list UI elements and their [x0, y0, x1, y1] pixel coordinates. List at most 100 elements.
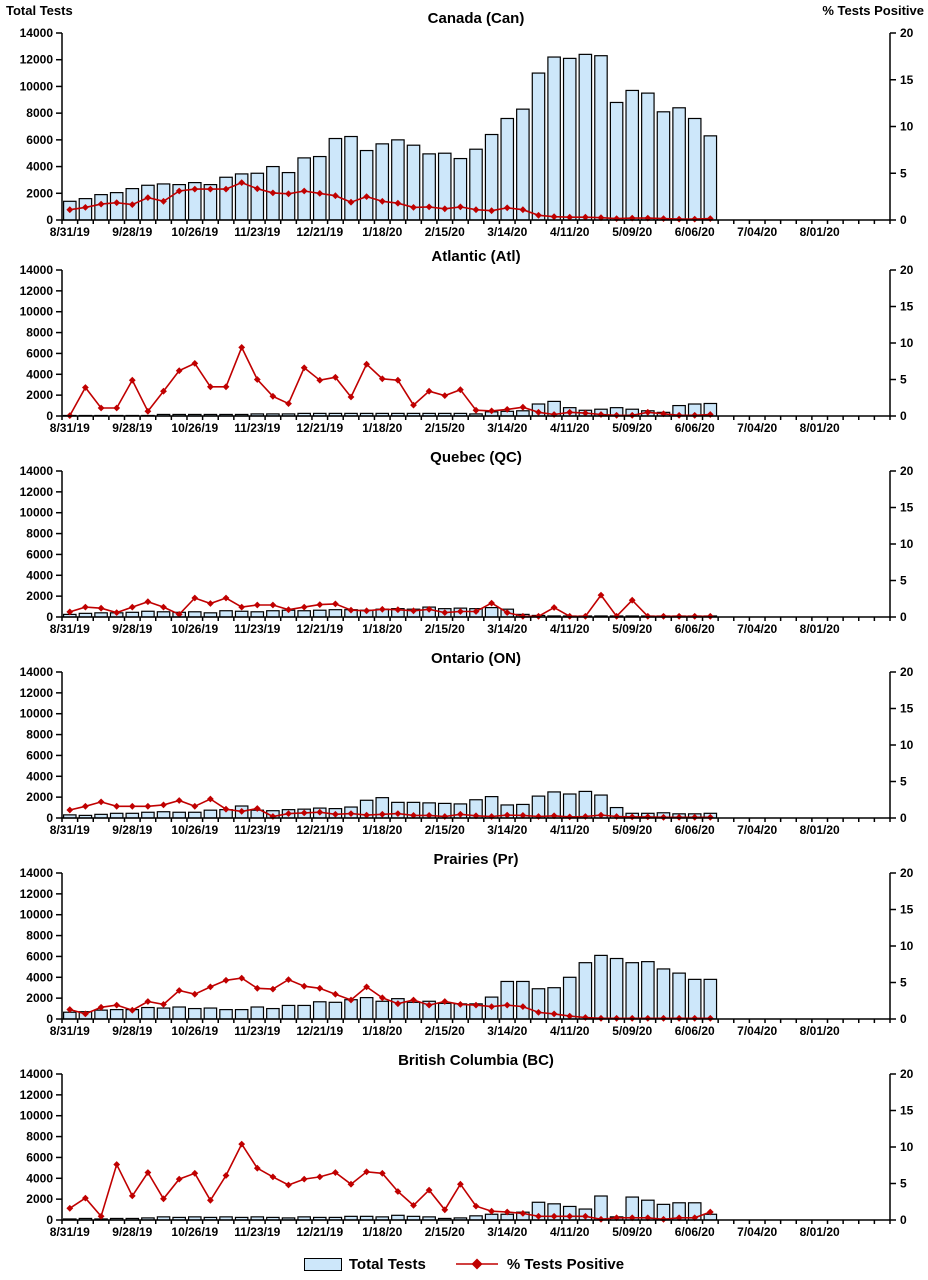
x-tick-label: 2/15/20	[425, 622, 465, 636]
x-axis-ticks	[61, 1220, 891, 1224]
bar	[594, 954, 608, 1020]
bar	[250, 1006, 265, 1020]
x-tick-labels: 8/31/19 9/28/19 10/26/19 11/23/19 12/21/19 1/…	[50, 823, 840, 837]
left-tick-label: 4000	[26, 568, 53, 582]
diamond-marker	[160, 197, 167, 205]
diamond-marker	[113, 609, 121, 616]
diamond-marker	[253, 601, 261, 609]
bar	[312, 155, 327, 221]
bar	[687, 117, 702, 221]
bar	[141, 610, 155, 618]
x-tick-label: 8/01/20	[800, 1225, 840, 1239]
x-tick-label: 6/06/20	[675, 823, 715, 837]
left-tick-label: 14000	[20, 1067, 54, 1081]
x-tick-label: 11/23/19	[234, 1024, 280, 1038]
left-tick-label: 0	[46, 213, 53, 227]
diamond-marker	[238, 603, 246, 611]
bar	[531, 72, 546, 221]
diamond-marker	[238, 179, 246, 186]
bar	[203, 809, 218, 819]
diamond-marker	[425, 387, 433, 395]
right-axis-ticks: 0 5 10 15 20	[890, 464, 914, 624]
x-tick-label: 5/09/20	[612, 421, 652, 435]
diamond-marker	[441, 392, 449, 399]
right-tick-label: 0	[900, 409, 907, 423]
bar	[578, 962, 593, 1020]
diamond-marker	[410, 812, 417, 819]
bar	[406, 1001, 421, 1020]
bar	[172, 1006, 186, 1020]
x-tick-label: 2/15/20	[425, 823, 465, 837]
x-tick-label: 12/21/19	[296, 1225, 343, 1239]
bar	[484, 1213, 499, 1221]
bar	[250, 172, 265, 221]
diamond-marker	[394, 199, 402, 207]
bar	[703, 978, 718, 1020]
left-tick-label: 6000	[26, 1150, 53, 1164]
left-axis-ticks: 0 2000 4000 6000 8000 10000 12000 14000	[20, 263, 62, 423]
chart-british-columbia-bc: British Columbia (BC) 0 2000 4000 6000 8000 10…	[20, 1052, 914, 1239]
x-tick-labels: 8/31/19 9/28/19 10/26/19 11/23/19 12/21/19 1/…	[50, 1024, 840, 1038]
diamond-marker	[363, 811, 370, 819]
diamond-marker	[550, 1010, 558, 1018]
right-tick-label: 5	[900, 373, 907, 387]
diamond-marker	[363, 607, 370, 615]
diamond-marker	[644, 408, 652, 416]
chart-title: Atlantic (Atl)	[431, 248, 520, 265]
left-tick-label: 12000	[20, 53, 54, 67]
diamond-marker	[597, 214, 605, 222]
left-axis-ticks: 0 2000 4000 6000 8000 10000 12000 14000	[20, 1067, 62, 1227]
left-tick-label: 14000	[20, 665, 54, 679]
diamond-marker	[347, 810, 355, 817]
diamond-marker	[300, 809, 308, 817]
x-tick-label: 9/28/19	[112, 225, 152, 239]
left-tick-label: 4000	[26, 160, 53, 174]
bar	[219, 1009, 233, 1020]
bar	[484, 133, 499, 221]
diamond-marker	[222, 383, 230, 391]
right-axis-ticks: 0 5 10 15 20	[890, 263, 914, 423]
diamond-marker	[316, 376, 324, 384]
x-tick-label: 3/14/20	[487, 225, 527, 239]
x-tick-label: 10/26/19	[171, 1024, 218, 1038]
bar	[516, 980, 530, 1020]
bar	[219, 610, 233, 618]
x-tick-label: 6/06/20	[675, 225, 715, 239]
x-tick-label: 3/14/20	[487, 421, 527, 435]
left-tick-label: 12000	[20, 1088, 54, 1102]
right-tick-label: 5	[900, 1177, 907, 1191]
line-markers	[66, 591, 714, 620]
x-tick-label: 3/14/20	[487, 1024, 527, 1038]
right-axis-title: % Tests Positive	[822, 3, 924, 18]
bar	[187, 1007, 202, 1020]
chart-canada-can: Canada (Can) 0 2000 4000 6000 8000 10000 12000 1…	[20, 10, 914, 239]
diamond-marker	[675, 215, 683, 223]
bar	[266, 610, 280, 618]
left-tick-label: 8000	[26, 1130, 53, 1144]
diamond-marker	[425, 812, 433, 819]
left-tick-label: 2000	[26, 388, 53, 402]
left-tick-label: 6000	[26, 748, 53, 762]
x-tick-label: 7/04/20	[737, 1225, 777, 1239]
line-markers	[66, 179, 714, 223]
right-tick-label: 0	[900, 1012, 907, 1026]
x-tick-label: 8/31/19	[50, 622, 90, 636]
diamond-marker	[97, 604, 105, 612]
x-tick-label: 11/23/19	[234, 823, 280, 837]
left-tick-label: 2000	[26, 790, 53, 804]
diamond-marker	[97, 404, 105, 412]
bars-total-tests	[62, 53, 718, 221]
diamond-marker	[207, 383, 214, 391]
diamond-marker	[207, 185, 214, 193]
diamond-marker	[144, 802, 152, 810]
diamond-marker	[472, 206, 480, 214]
diamond-marker	[706, 1208, 714, 1216]
diamond-marker	[488, 407, 495, 415]
diamond-marker	[566, 213, 574, 221]
line-pct-positive	[69, 345, 711, 417]
diamond-marker	[347, 606, 355, 614]
bar	[234, 610, 249, 618]
diamond-marker	[144, 598, 152, 606]
diamond-marker	[519, 403, 527, 411]
left-tick-label: 14000	[20, 263, 54, 277]
